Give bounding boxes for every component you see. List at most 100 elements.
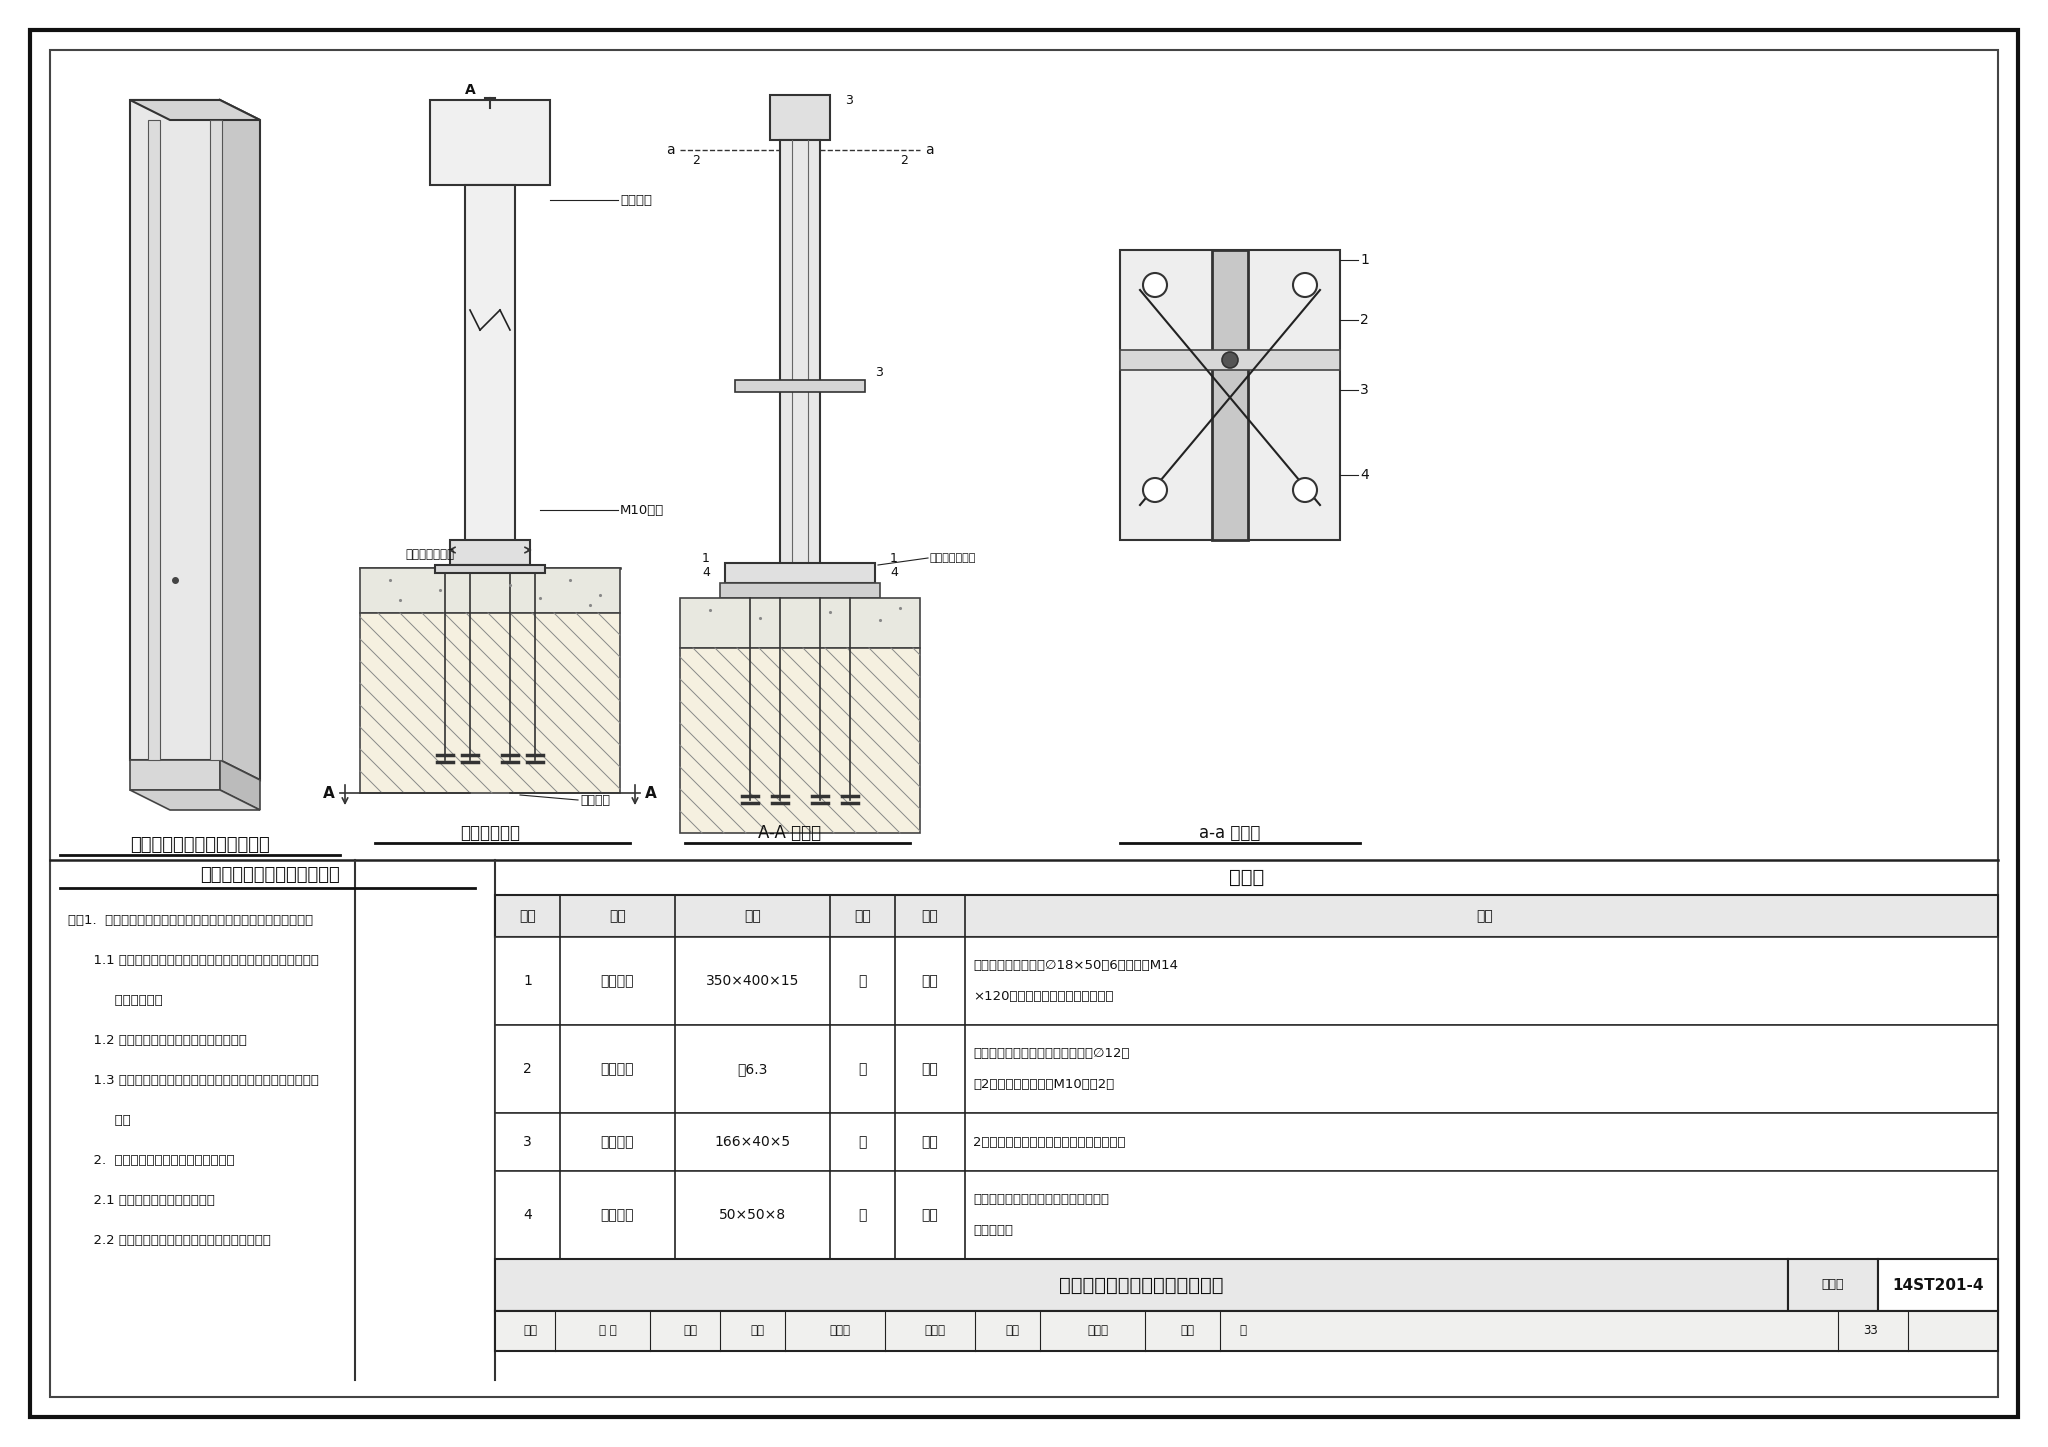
- Text: 根: 根: [858, 1062, 866, 1077]
- Bar: [496, 896, 1999, 938]
- Text: 导向牌体: 导向牌体: [621, 194, 651, 207]
- Text: 校对: 校对: [750, 1324, 764, 1337]
- Text: 镀锌槽钢: 镀锌槽钢: [600, 1062, 635, 1077]
- Text: 1.3 站台层靠近轨旁的预埋件支架安装应满足区间设备限界要: 1.3 站台层靠近轨旁的预埋件支架安装应满足区间设备限界要: [68, 1074, 319, 1087]
- Text: 落地式非电光源导向牌轴侧图: 落地式非电光源导向牌轴侧图: [131, 836, 270, 854]
- Text: 设计: 设计: [1006, 1324, 1020, 1337]
- Text: 于 鑫: 于 鑫: [598, 1324, 616, 1337]
- Circle shape: [1143, 478, 1167, 502]
- Circle shape: [1292, 273, 1317, 297]
- Text: 块: 块: [858, 1134, 866, 1149]
- Text: 页: 页: [1239, 1324, 1245, 1337]
- Bar: [496, 1113, 1999, 1171]
- Text: 名称: 名称: [608, 909, 627, 923]
- Text: 14ST201-4: 14ST201-4: [1892, 1278, 1985, 1292]
- Text: 和设计要求。: 和设计要求。: [68, 994, 162, 1007]
- Text: 2.1 牌体版面应符合设计要求。: 2.1 牌体版面应符合设计要求。: [68, 1194, 215, 1207]
- Bar: [360, 569, 621, 614]
- Circle shape: [1292, 478, 1317, 502]
- Bar: [1788, 1259, 1878, 1311]
- Text: 注：1.  落地式非电光源导向牌预埋件安装的质量应符合下列规定：: 注：1. 落地式非电光源导向牌预埋件安装的质量应符合下列规定：: [68, 913, 313, 926]
- Text: 2: 2: [899, 153, 907, 166]
- Text: 蔡成蕾: 蔡成蕾: [924, 1324, 946, 1337]
- Text: 预埋件安装图: 预埋件安装图: [461, 823, 520, 842]
- Polygon shape: [219, 100, 260, 780]
- Text: a: a: [926, 143, 934, 158]
- Bar: [434, 564, 545, 573]
- Polygon shape: [129, 790, 260, 810]
- Text: A: A: [645, 786, 657, 800]
- Bar: [1878, 1259, 1999, 1311]
- Text: a-a 剖面图: a-a 剖面图: [1200, 823, 1262, 842]
- Text: 材料表: 材料表: [1229, 868, 1264, 887]
- Text: a: a: [666, 143, 676, 158]
- Text: 1: 1: [522, 974, 532, 988]
- Text: 4: 4: [1360, 467, 1368, 482]
- Bar: [496, 1024, 1999, 1113]
- Text: 蔡晓蕾: 蔡晓蕾: [829, 1324, 850, 1337]
- Bar: [496, 1259, 1788, 1311]
- Bar: [1120, 350, 1339, 370]
- Bar: [770, 96, 829, 140]
- Text: 块: 块: [858, 974, 866, 988]
- Text: 按需: 按需: [922, 1062, 938, 1077]
- Text: 序号: 序号: [518, 909, 537, 923]
- Bar: [680, 648, 920, 833]
- Text: A-A 剖面图: A-A 剖面图: [758, 823, 821, 842]
- Text: ×120金属膨胀螺栓与结构可靠连接: ×120金属膨胀螺栓与结构可靠连接: [973, 990, 1114, 1003]
- Text: 单位: 单位: [854, 909, 870, 923]
- Text: 审核: 审核: [522, 1324, 537, 1337]
- Circle shape: [1143, 273, 1167, 297]
- Text: 350×400×15: 350×400×15: [707, 974, 799, 988]
- Text: 33: 33: [1864, 1324, 1878, 1337]
- Bar: [496, 1171, 1999, 1259]
- Text: A: A: [324, 786, 336, 800]
- Text: 2.  落地式非电光源导向牌安装要求：: 2. 落地式非电光源导向牌安装要求：: [68, 1153, 236, 1166]
- Text: 4: 4: [891, 566, 897, 579]
- Bar: [211, 120, 221, 760]
- Text: 按需: 按需: [922, 1134, 938, 1149]
- Bar: [1212, 250, 1247, 540]
- Text: 4: 4: [522, 1208, 532, 1223]
- Text: 了条: 了条: [682, 1324, 696, 1337]
- Text: 1: 1: [702, 551, 711, 564]
- Bar: [465, 185, 514, 546]
- Text: 周亚期: 周亚期: [1087, 1324, 1108, 1337]
- Text: 按需: 按需: [922, 974, 938, 988]
- Text: 地面装饰完成面: 地面装饰完成面: [930, 553, 977, 563]
- Text: 2.2 牌体安装位置、加固方式应符合设计要求。: 2.2 牌体安装位置、加固方式应符合设计要求。: [68, 1233, 270, 1246]
- Text: 结构底板: 结构底板: [580, 793, 610, 806]
- Text: 2: 2: [1360, 313, 1368, 327]
- Text: 镀锌钢板: 镀锌钢板: [600, 1134, 635, 1149]
- Text: 镀锌钢板: 镀锌钢板: [600, 1208, 635, 1223]
- Text: 2: 2: [692, 153, 700, 166]
- Text: 标规: 标规: [1180, 1324, 1194, 1337]
- Circle shape: [1223, 352, 1237, 368]
- Bar: [147, 120, 160, 760]
- Bar: [129, 760, 219, 790]
- Bar: [451, 540, 530, 564]
- Text: A: A: [465, 82, 475, 97]
- Text: 4: 4: [702, 566, 711, 579]
- Bar: [430, 100, 551, 185]
- Bar: [725, 563, 874, 583]
- Text: 3: 3: [522, 1134, 532, 1149]
- Text: 3: 3: [874, 366, 883, 379]
- Polygon shape: [129, 100, 260, 120]
- Text: 垂直镀锌槽钢按牌体安装孔位置开∅12圆: 垂直镀锌槽钢按牌体安装孔位置开∅12圆: [973, 1046, 1130, 1059]
- Text: 数量: 数量: [922, 909, 938, 923]
- Text: ［6.3: ［6.3: [737, 1062, 768, 1077]
- Text: 图集号: 图集号: [1823, 1279, 1845, 1292]
- Bar: [735, 381, 864, 392]
- Text: 按需: 按需: [922, 1208, 938, 1223]
- Text: 50×50×8: 50×50×8: [719, 1208, 786, 1223]
- Text: 每个钢板开长圆孔（∅18×50）6个，使用M14: 每个钢板开长圆孔（∅18×50）6个，使用M14: [973, 959, 1178, 971]
- Text: 3: 3: [1360, 383, 1368, 396]
- Text: 2根垂直镀锌槽钢间设置加强支撑镀锌钢板: 2根垂直镀锌槽钢间设置加强支撑镀锌钢板: [973, 1136, 1126, 1149]
- Bar: [1120, 250, 1339, 540]
- Text: 求。: 求。: [68, 1114, 131, 1127]
- Text: 落地式非电光源导向牌轴侧图: 落地式非电光源导向牌轴侧图: [201, 865, 340, 884]
- Text: 镀锌钢板: 镀锌钢板: [600, 974, 635, 988]
- Text: 规格: 规格: [743, 909, 762, 923]
- Bar: [496, 938, 1999, 1024]
